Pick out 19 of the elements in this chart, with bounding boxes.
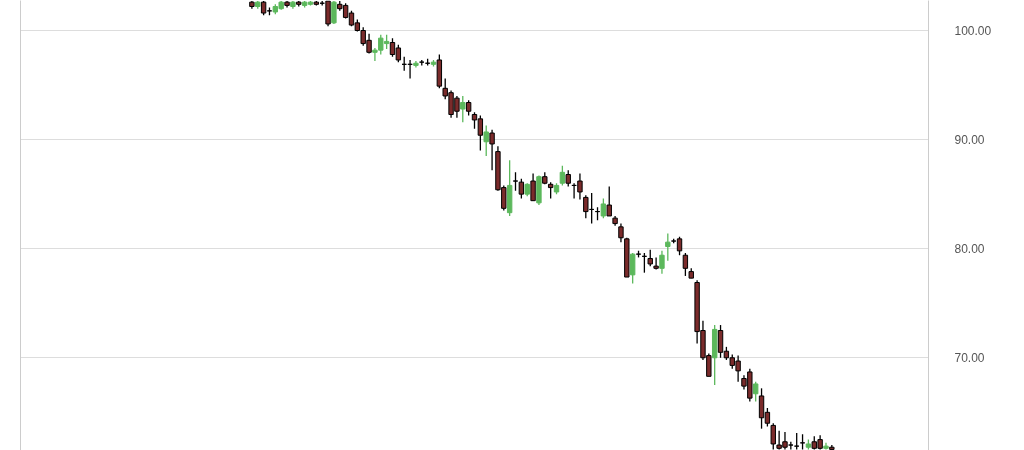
candlestick xyxy=(752,381,759,403)
y-tick-label: 90.00 xyxy=(954,133,985,148)
candlestick xyxy=(659,250,665,275)
candlestick xyxy=(489,129,495,171)
candlestick xyxy=(331,0,337,25)
candlestick xyxy=(460,95,466,123)
candlestick xyxy=(682,252,689,277)
candlestick xyxy=(665,232,671,262)
candlestick xyxy=(653,256,659,271)
y-tick-label: 70.00 xyxy=(954,351,985,366)
candlestick xyxy=(483,124,489,157)
candlestick xyxy=(618,222,624,243)
y-tick-label: 100.00 xyxy=(954,24,992,38)
candlestick xyxy=(600,197,607,219)
candlestick xyxy=(530,172,536,202)
candlestick xyxy=(606,185,612,217)
y-tick-label: 80.00 xyxy=(954,242,985,257)
candlestick xyxy=(559,165,566,187)
candlestick xyxy=(629,252,636,285)
